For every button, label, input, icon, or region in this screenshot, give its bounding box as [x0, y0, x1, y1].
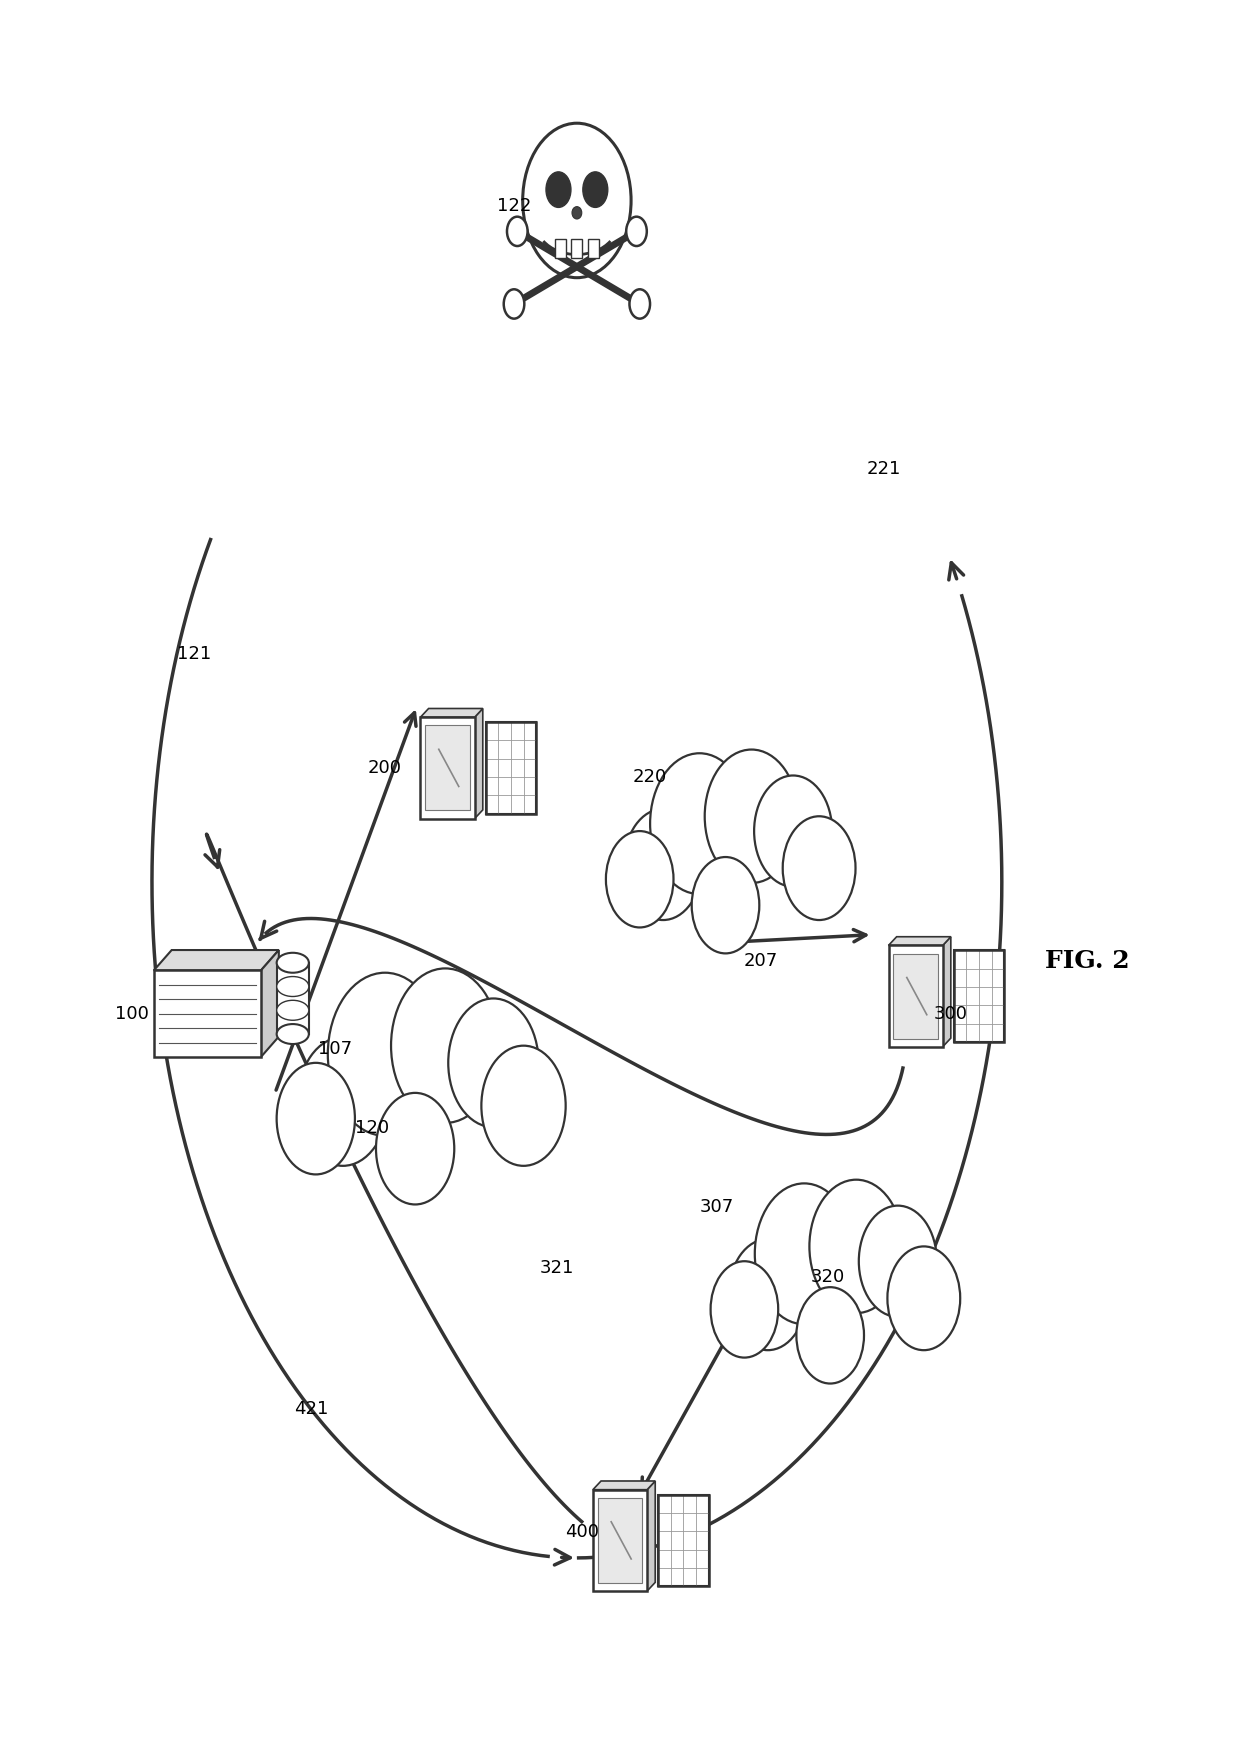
Text: 321: 321: [539, 1259, 574, 1277]
Bar: [598, 1498, 642, 1582]
Ellipse shape: [277, 953, 309, 972]
Ellipse shape: [277, 1025, 309, 1044]
Text: 100: 100: [115, 1005, 149, 1023]
Bar: [486, 721, 537, 813]
Bar: [425, 725, 470, 810]
Polygon shape: [154, 951, 279, 970]
Circle shape: [630, 289, 650, 319]
Text: 220: 220: [632, 767, 667, 785]
Circle shape: [376, 1094, 454, 1205]
Circle shape: [583, 171, 608, 208]
Circle shape: [298, 1037, 388, 1166]
Bar: [658, 1494, 709, 1586]
Circle shape: [448, 998, 538, 1127]
Polygon shape: [889, 937, 951, 946]
Bar: [556, 240, 565, 258]
FancyBboxPatch shape: [420, 718, 475, 818]
Text: 122: 122: [497, 198, 531, 215]
Polygon shape: [647, 1482, 655, 1591]
Text: 307: 307: [701, 1198, 734, 1215]
Ellipse shape: [277, 977, 309, 997]
Bar: [893, 954, 937, 1039]
Circle shape: [503, 289, 525, 319]
Circle shape: [796, 1288, 864, 1383]
Bar: [954, 951, 1004, 1043]
Bar: [154, 970, 260, 1057]
Circle shape: [888, 1247, 960, 1349]
Circle shape: [692, 857, 759, 953]
Bar: [588, 240, 599, 258]
Circle shape: [624, 810, 702, 921]
Circle shape: [782, 817, 856, 921]
Circle shape: [754, 776, 832, 887]
Text: 320: 320: [811, 1268, 846, 1286]
Text: 221: 221: [867, 460, 900, 478]
Text: FIG. 2: FIG. 2: [1045, 949, 1130, 974]
Circle shape: [391, 968, 500, 1124]
Circle shape: [729, 1238, 807, 1349]
Circle shape: [650, 753, 749, 894]
Circle shape: [523, 123, 631, 277]
Polygon shape: [420, 709, 482, 718]
Circle shape: [481, 1046, 565, 1166]
Circle shape: [859, 1205, 936, 1316]
Circle shape: [277, 1064, 355, 1175]
Text: 207: 207: [743, 953, 777, 970]
Circle shape: [704, 750, 799, 884]
Ellipse shape: [572, 206, 582, 219]
Circle shape: [810, 1180, 903, 1312]
Text: 421: 421: [294, 1399, 329, 1418]
Circle shape: [327, 972, 443, 1136]
Polygon shape: [593, 1482, 655, 1489]
Text: 121: 121: [176, 646, 211, 663]
Text: 200: 200: [367, 759, 402, 776]
Polygon shape: [260, 951, 279, 1057]
Circle shape: [755, 1184, 853, 1325]
Text: 107: 107: [319, 1039, 352, 1058]
Circle shape: [606, 831, 673, 928]
Circle shape: [546, 171, 570, 208]
Bar: [277, 963, 309, 1034]
Text: 400: 400: [564, 1522, 599, 1540]
Bar: [658, 1494, 709, 1586]
FancyBboxPatch shape: [889, 946, 942, 1046]
Bar: [954, 951, 1004, 1043]
Bar: [486, 721, 537, 813]
Circle shape: [507, 217, 527, 245]
FancyBboxPatch shape: [593, 1489, 647, 1591]
Text: 300: 300: [934, 1005, 968, 1023]
Text: 120: 120: [355, 1118, 389, 1136]
Polygon shape: [942, 937, 951, 1046]
Bar: [572, 240, 583, 258]
Circle shape: [626, 217, 647, 245]
Polygon shape: [475, 709, 482, 818]
Circle shape: [711, 1261, 779, 1358]
Ellipse shape: [277, 1000, 309, 1020]
